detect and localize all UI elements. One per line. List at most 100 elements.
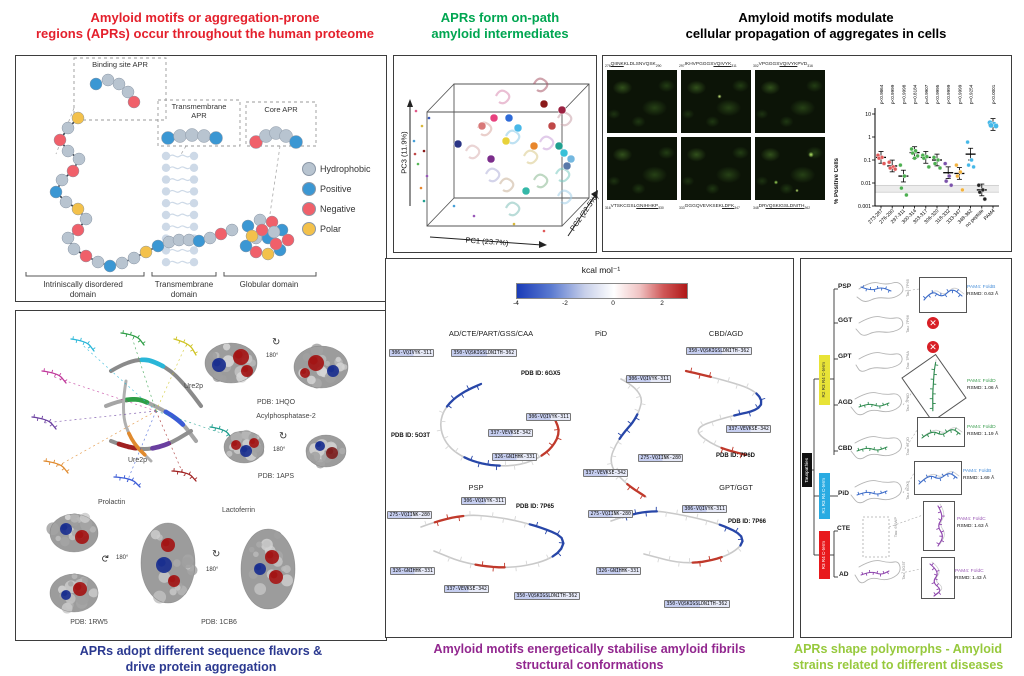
clade-4r-box: R2 R3 R4 C-term — [819, 355, 830, 405]
peptide-sequence: 316VTSKCGSLGNIHHKP330 — [605, 204, 664, 210]
panel-flavors: Ure2p Ure2p PDB: 1HQO ↻ 180° Acylphospha… — [15, 310, 387, 641]
disease-ggt: GGT — [838, 317, 853, 324]
caption-polymorphs: APRs shape polymorphs - Amyloid strains … — [792, 642, 1004, 672]
apr-tag: 275-VQIINK-280 — [588, 510, 634, 518]
protein-chain-graphic — [25, 57, 317, 277]
pam4-inset-cbd — [917, 417, 965, 447]
microscopy-image — [755, 137, 825, 200]
panel-pca: PC3 (11.9%) PC1 (23.7%) PC2 (22.5%) — [393, 55, 600, 253]
apr-tag: 326-GNIHHK-331 — [390, 567, 436, 575]
microscopy-image — [755, 70, 825, 133]
pam4-inset-psp — [919, 277, 967, 313]
rotate-icon: ↻ — [272, 337, 281, 348]
svg-text:10: 10 — [865, 112, 871, 118]
apr-tag: 306-VQIVYK-311 — [626, 375, 672, 383]
pdb-5o3t-label: PDB ID: 5O3T — [391, 433, 431, 439]
rotate-icon: ↻ — [98, 554, 110, 563]
colorbar — [516, 283, 688, 299]
apr-tag: 337-VEVKSE-342 — [583, 469, 629, 477]
panel-polymorphs: Tauopathies R2 R3 R4 C-term R1 R3 R4 C-t… — [800, 258, 1012, 638]
scatter-ylabel: % Positive Cells — [834, 157, 840, 204]
legend-item-negative: Negative — [302, 202, 356, 216]
rotate-icon: ↻ — [279, 431, 288, 442]
rotation-angle: 180° — [206, 567, 219, 573]
colorbar-tick: 2 — [660, 300, 664, 307]
domain-label-globular: Globular domain — [239, 280, 299, 289]
positive-cells-scatter-plot: 1010.10.010.001273-287p<0.9864276-290p<0… — [858, 84, 999, 229]
pdb-1cb6-label: PDB: 1CB6 — [201, 619, 237, 626]
panel-proteome: Binding site APR Transmembrane APR Core … — [15, 55, 387, 302]
pam4-inset-cte — [923, 501, 955, 551]
legend-item-positive: Positive — [302, 182, 352, 196]
pam4-inset-agd — [901, 353, 967, 423]
apr-tag: 275-VQIINK-280 — [387, 511, 433, 519]
pam4-result: PAM4: FoldC RSMD: 1.63 Å — [957, 517, 989, 529]
polar-dot — [302, 222, 316, 236]
apr-tag: 350-VQSKIGSLDNITH-362 — [664, 600, 730, 608]
rotate-icon: ↻ — [212, 549, 221, 560]
caption-energetics: Amyloid motifs energetically stabilise a… — [433, 642, 746, 672]
acylphosphatase-label: Acylphosphatase-2 — [256, 413, 316, 420]
negative-dot — [302, 202, 316, 216]
clade-pid-box: R1 R3 R4 C-term — [819, 473, 830, 519]
apr-tag: 326-GNIHHK-331 — [596, 567, 642, 575]
pca-3d-plot — [407, 77, 598, 248]
caption-flavors: APRs adopt different sequence flavors & … — [79, 644, 323, 674]
no-match-icon: ✕ — [927, 341, 939, 353]
pam4-inset-pid — [914, 461, 962, 495]
tauopathies-root-box: Tauopathies — [802, 453, 812, 487]
svg-text:p<0.0001: p<0.0001 — [991, 84, 996, 104]
tau-pdb-label: Tau: 6NWP — [893, 517, 898, 538]
title-proteome: Amyloid motifs or aggregation-prone regi… — [35, 10, 374, 42]
ure2p-label: Ure2p — [184, 383, 204, 390]
colorbar-tick: -4 — [513, 300, 519, 307]
pdb-1rw5-label: PDB: 1RW5 — [70, 619, 108, 626]
panel-cells: 276QIINKKLDLSNVQSK290 297IKHVPGGGSVQIVYK… — [602, 55, 1012, 252]
peptide-sequence: 276QIINKKLDLSNVQSK290 — [605, 62, 662, 68]
group-pid-label: PiD — [594, 329, 608, 338]
apr-tag: 326-GNIHHK-331 — [492, 453, 538, 461]
pca-z-axis-label: PC3 (11.9%) — [399, 131, 409, 174]
svg-text:PAM4: PAM4 — [983, 208, 997, 222]
callout-transmembrane-apr: Transmembrane APR — [171, 102, 227, 120]
apr-tag: 306-VQIVYK-311 — [461, 497, 507, 505]
group-psp-label: PSP — [468, 483, 484, 492]
svg-text:p<0.9999: p<0.9999 — [946, 84, 951, 104]
tau-pdb-label: Tau: 6GX5 — [905, 481, 910, 500]
peptide-sequence: 302VPGGGSVQIVYKPVD316 — [753, 62, 813, 68]
disease-pid: PiD — [838, 490, 849, 497]
domain-label-idr: Intriniscally disordered domain — [43, 280, 123, 299]
microscopy-image — [607, 70, 677, 133]
disease-agd: AGD — [838, 399, 853, 406]
tau-pdb-label: Tau: 7P65 — [905, 279, 910, 298]
svg-text:p<0.9999: p<0.9999 — [957, 84, 962, 104]
svg-text:0.1: 0.1 — [864, 158, 871, 164]
group-cbd-label: CBD/AGD — [708, 329, 744, 338]
no-match-icon: ✕ — [927, 317, 939, 329]
disease-psp: PSP — [838, 283, 852, 290]
tau-pdb-label: Tau: 6TJO — [905, 437, 910, 456]
prolactin-label: Prolactin — [98, 499, 126, 506]
clade-3r4r-box: R3 R4 C-term — [819, 531, 830, 579]
microscopy-image — [681, 137, 751, 200]
svg-text:p=0.8184: p=0.8184 — [913, 84, 918, 104]
pdb-7p6d-label: PDB ID: 7P6D — [716, 453, 756, 459]
ure2p-center-label: Ure2p — [128, 457, 148, 464]
microscopy-image — [607, 137, 677, 200]
panel-energetics: kcal mol⁻¹ -4 -2 0 2 AD/CTE/PART/GSS/CAA… — [385, 258, 794, 638]
callout-core-apr: Core APR — [264, 105, 298, 114]
rotation-angle: 180° — [273, 447, 286, 453]
svg-text:p<0.9999: p<0.9999 — [890, 84, 895, 104]
pam4-result: PAM4: FoldD RSMD: 1.06 Å — [967, 379, 999, 391]
disease-cte: CTE — [837, 525, 851, 532]
apr-tag: 306-VQIVYK-311 — [389, 349, 435, 357]
rotation-angle: 180° — [116, 555, 129, 561]
pdb-7p65-label: PDB ID: 7P65 — [516, 504, 555, 510]
disease-cbd: CBD — [838, 445, 853, 452]
svg-text:0.01: 0.01 — [861, 181, 871, 187]
pam4-result: PAM4: FoldC RSMD: 1.43 Å — [955, 569, 987, 581]
lactoferrin-label: Lactoferrin — [222, 507, 256, 514]
svg-text:p<0.9864: p<0.9864 — [879, 84, 884, 104]
domain-label-tm: Transmembrane domain — [154, 280, 214, 299]
polymorph-tree-graphic — [812, 281, 924, 584]
